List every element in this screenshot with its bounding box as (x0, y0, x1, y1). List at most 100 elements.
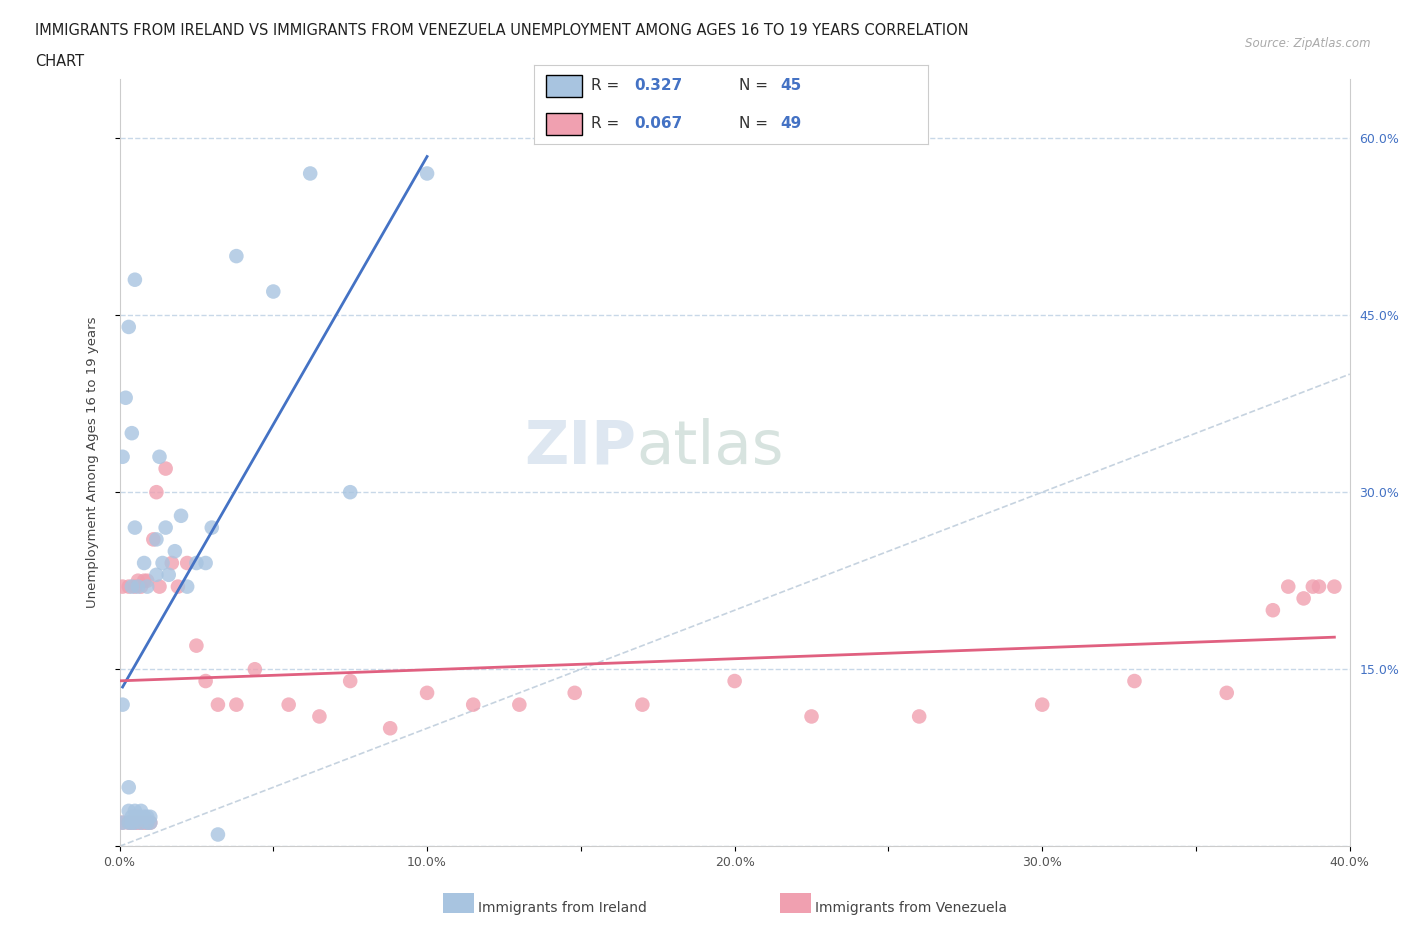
Point (207, 827, 229, 842)
Text: N =: N = (740, 78, 773, 93)
Point (139, 809, 162, 824)
Point (339, 673, 361, 688)
Point (170, 509, 193, 524)
Point (127, 579, 149, 594)
Text: atlas: atlas (636, 418, 783, 477)
Text: Source: ZipAtlas.com: Source: ZipAtlas.com (1246, 37, 1371, 50)
Point (1215, 685, 1237, 700)
Text: IMMIGRANTS FROM IRELAND VS IMMIGRANTS FROM VENEZUELA UNEMPLOYMENT AMONG AGES 16 : IMMIGRANTS FROM IRELAND VS IMMIGRANTS FR… (35, 23, 969, 38)
Point (225, 248, 247, 263)
Point (111, 449, 134, 464)
Point (121, 816, 143, 830)
Point (723, 673, 745, 688)
Point (139, 816, 162, 830)
Point (127, 573, 149, 588)
Point (1277, 579, 1299, 594)
Point (186, 555, 208, 570)
Point (114, 391, 136, 405)
Text: 45: 45 (780, 78, 801, 93)
Point (1308, 579, 1330, 594)
Point (194, 673, 217, 688)
Point (136, 816, 159, 830)
Point (145, 532, 167, 547)
Point (145, 485, 167, 499)
Point (186, 638, 208, 653)
Point (136, 816, 159, 830)
Text: 0.327: 0.327 (634, 78, 683, 93)
Point (121, 809, 143, 824)
Point (118, 816, 141, 830)
Point (167, 579, 190, 594)
Point (194, 555, 217, 570)
Point (1031, 698, 1053, 712)
Point (124, 579, 146, 594)
Point (1292, 591, 1315, 605)
Point (124, 520, 146, 535)
Text: ZIP: ZIP (524, 418, 636, 477)
Point (1123, 673, 1146, 688)
Point (111, 816, 134, 830)
Point (463, 698, 485, 712)
Point (121, 816, 143, 830)
FancyBboxPatch shape (546, 113, 582, 135)
Point (129, 579, 152, 594)
Point (124, 272, 146, 287)
Point (136, 579, 159, 594)
Point (262, 284, 284, 299)
Point (124, 804, 146, 818)
Point (127, 816, 149, 830)
Point (160, 555, 183, 570)
Point (148, 449, 170, 464)
Point (155, 520, 177, 535)
Point (111, 698, 134, 712)
Point (118, 579, 141, 594)
Point (157, 567, 180, 582)
Point (118, 780, 141, 795)
Point (225, 698, 247, 712)
Point (163, 544, 186, 559)
Point (416, 685, 439, 700)
Point (121, 426, 143, 441)
Text: N =: N = (740, 115, 773, 131)
Point (111, 579, 134, 594)
Point (132, 555, 156, 570)
Point (136, 809, 159, 824)
FancyBboxPatch shape (546, 74, 582, 97)
Point (176, 555, 198, 570)
Point (132, 573, 156, 588)
Text: R =: R = (592, 78, 624, 93)
Point (136, 573, 159, 588)
Point (1261, 603, 1284, 618)
Point (416, 166, 439, 181)
Text: 0.067: 0.067 (634, 115, 683, 131)
Point (1323, 579, 1346, 594)
Point (152, 555, 174, 570)
Point (121, 579, 143, 594)
Point (339, 485, 361, 499)
Text: Immigrants from Ireland: Immigrants from Ireland (478, 900, 647, 915)
Point (111, 816, 134, 830)
Point (124, 816, 146, 830)
Text: R =: R = (592, 115, 624, 131)
Point (148, 579, 170, 594)
Point (299, 166, 322, 181)
Point (145, 567, 167, 582)
Point (1302, 579, 1324, 594)
Point (243, 662, 266, 677)
Point (908, 709, 931, 724)
Point (155, 461, 177, 476)
Point (124, 816, 146, 830)
Point (378, 721, 402, 736)
Text: Immigrants from Venezuela: Immigrants from Venezuela (815, 900, 1008, 915)
Point (800, 709, 823, 724)
Point (132, 809, 156, 824)
Point (132, 816, 156, 830)
Point (277, 698, 299, 712)
Y-axis label: Unemployment Among Ages 16 to 19 years: Unemployment Among Ages 16 to 19 years (86, 317, 98, 608)
Point (176, 579, 198, 594)
Point (508, 698, 530, 712)
Point (118, 804, 141, 818)
Point (308, 709, 330, 724)
Point (129, 816, 152, 830)
Point (631, 698, 654, 712)
